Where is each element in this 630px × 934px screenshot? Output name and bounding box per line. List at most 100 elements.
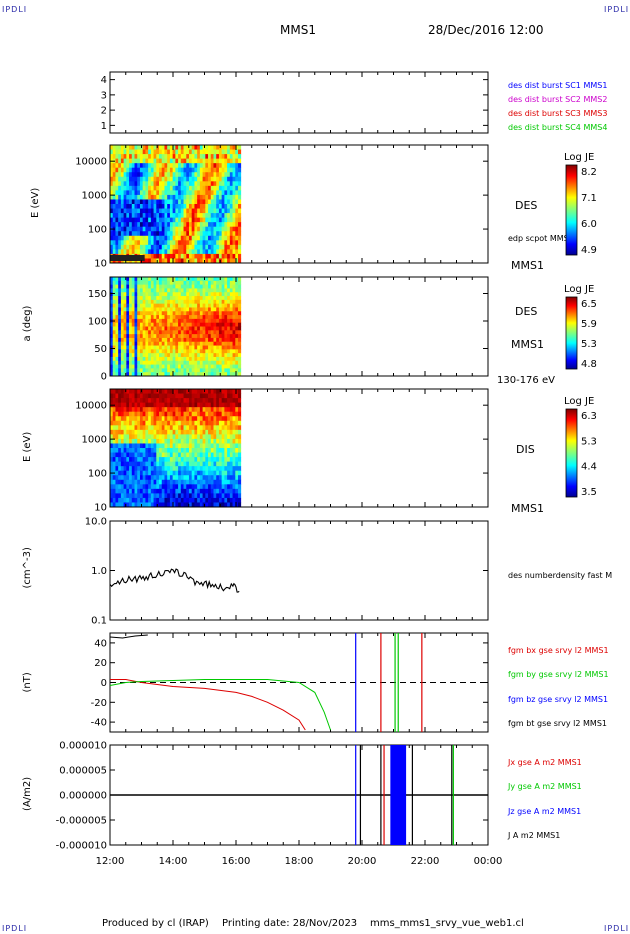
des-pitch-cell [161, 330, 165, 335]
des-energy-cell [112, 163, 116, 169]
des-pitch-cell [126, 315, 130, 320]
des-energy-cell [180, 244, 184, 250]
dis-energy-cell [150, 470, 154, 476]
des-pitch-cell [186, 307, 190, 312]
des-pitch-cell [227, 311, 231, 316]
dis-energy-cell [216, 438, 220, 444]
des-pitch-cell [178, 334, 182, 339]
des-energy-cell [137, 249, 141, 255]
des-energy-cell [199, 208, 203, 214]
des-energy-cell [188, 181, 193, 187]
burst-y-tick-label: 1 [101, 121, 107, 132]
dis-energy-cell [210, 411, 214, 417]
des-energy-cell [148, 235, 152, 241]
des-energy-cell [137, 149, 141, 155]
des-energy-cell [139, 172, 144, 178]
des-energy-cell [137, 145, 141, 150]
dis-energy-cell [142, 448, 146, 453]
des-pitch-cell [164, 292, 168, 297]
des-pitch-cell [129, 315, 133, 320]
des-pitch-cell [191, 372, 195, 377]
des-pitch-cell [186, 322, 190, 327]
des-energy-cell [210, 222, 214, 228]
des-energy-cell [123, 235, 127, 241]
des-energy-cell [153, 213, 157, 219]
des-pitch-cell [120, 337, 125, 343]
des-pitch-cell [123, 341, 127, 346]
dis-energy-cell [112, 393, 116, 399]
des-energy-cell [110, 208, 114, 214]
des-pitch-cell [194, 307, 198, 312]
des-pitch-cell [175, 368, 179, 373]
des-pitch-cell [175, 315, 179, 320]
dis-energy-cell [159, 475, 163, 481]
des-pitch-cell [148, 330, 152, 335]
current-series-label: Jz gse A m2 MMS1 [507, 807, 581, 816]
des-pitch-cell [169, 326, 174, 331]
des-pitch-cell [199, 337, 203, 343]
des-energy-cell [213, 235, 217, 241]
des-energy-cell [169, 154, 174, 160]
dis-energy-cell [142, 502, 146, 508]
dis-energy-cell [180, 484, 184, 490]
dis-energy-cell [191, 452, 195, 458]
dis-energy-cell [126, 407, 130, 413]
des-energy-cell [216, 199, 220, 205]
des-energy-cell [175, 208, 179, 214]
des-pitch-cell [175, 318, 179, 324]
des-energy-cell [137, 213, 141, 219]
des-energy-cell [131, 199, 135, 205]
des-energy-cell [183, 258, 187, 264]
des-pitch-cell [197, 360, 201, 365]
des-pitch-cell [180, 280, 184, 286]
des-pitch-cell [118, 296, 122, 301]
des-pitch-cell [110, 337, 114, 343]
des-energy-cell [169, 235, 174, 241]
des-pitch-cell [153, 334, 157, 339]
dis-energy-cell [238, 470, 242, 476]
des-energy-cell [186, 208, 190, 214]
des-pitch-cell [218, 364, 223, 369]
des-pitch-cell [161, 345, 165, 350]
des-pitch-cell [172, 360, 176, 365]
dis-energy-cell [188, 389, 193, 394]
des-pitch-cell [145, 284, 149, 289]
des-energy-cell [110, 199, 114, 205]
des-energy-cell [118, 213, 122, 219]
dis-energy-cell [180, 497, 184, 503]
dis-energy-cell [180, 466, 184, 472]
des-pitch-cell [120, 280, 125, 286]
des-pitch-cell [178, 303, 182, 308]
des-energy-cell [118, 149, 122, 155]
dis-energy-cell [178, 438, 182, 444]
des-energy-cell [191, 145, 195, 150]
des-pitch-cell [129, 341, 133, 346]
des-energy-cell [186, 194, 190, 200]
des-pitch-cell [229, 296, 233, 301]
dis-energy-cell [232, 452, 236, 458]
des-pitch-cell [156, 349, 160, 354]
des-energy-cell [183, 176, 187, 182]
des-energy-cell [118, 163, 122, 169]
des-pitch-cell [164, 277, 168, 282]
des-pitch-cell [229, 334, 233, 339]
des-pitch-cell [224, 356, 228, 362]
dis-energy-cell [115, 420, 119, 426]
des-pitch-cell [159, 330, 163, 335]
des-energy-cell [120, 190, 125, 196]
des-pitch-cell [169, 303, 174, 308]
dis-energy-cell [210, 457, 214, 463]
dis-energy-cell [235, 497, 239, 503]
des-pitch-cell [164, 307, 168, 312]
des-energy-cell [224, 249, 228, 255]
des-energy-cell [213, 185, 217, 191]
dis-energy-cell [123, 393, 127, 399]
des-energy-cell [188, 172, 193, 178]
dis-energy-cell [159, 429, 163, 435]
des-energy-cell [153, 258, 157, 264]
des-pitch-cell [227, 296, 231, 301]
dis-energy-cell [153, 443, 157, 449]
des-pitch-cell [161, 299, 165, 305]
dis-energy-cell [112, 443, 116, 449]
des-pitch-cell [229, 280, 233, 286]
